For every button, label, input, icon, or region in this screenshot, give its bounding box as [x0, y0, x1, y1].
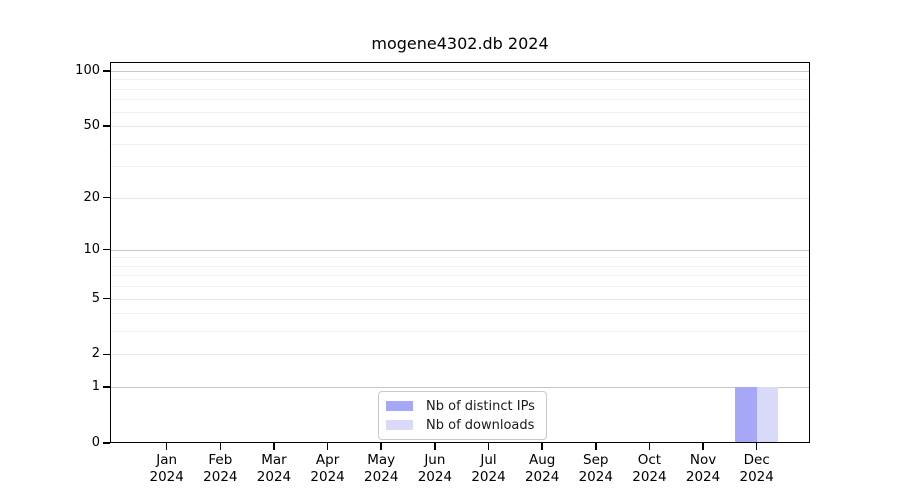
gridline-5 [110, 298, 810, 300]
legend: Nb of distinct IPs Nb of downloads [378, 391, 547, 440]
gridline-100 [110, 71, 810, 72]
y-tick-2 [103, 353, 110, 356]
gridline-30 [110, 166, 810, 168]
y-tick-label-0: 0 [91, 435, 100, 450]
x-tick-oct [648, 443, 651, 450]
x-tick-label-jun: Jun 2024 [417, 452, 453, 485]
x-tick-nov [702, 443, 704, 450]
legend-item-distinct-ips: Nb of distinct IPs [386, 398, 538, 414]
x-tick-label-jul: Jul 2024 [471, 452, 506, 485]
gridline-layer [110, 62, 810, 443]
gridline-20 [110, 197, 810, 199]
gridline-40 [110, 143, 810, 145]
x-tick-label-aug: Aug 2024 [524, 452, 560, 485]
x-tick-sep [595, 443, 597, 450]
gridline-60 [110, 111, 810, 113]
gridline-7 [110, 275, 810, 277]
y-tick-100 [103, 70, 110, 72]
legend-swatch-distinct-ips-icon [386, 401, 413, 411]
chart-title: mogene4302.db 2024 [371, 34, 549, 53]
gridline-6 [110, 286, 810, 288]
gridline-80 [110, 88, 810, 90]
y-tick-5 [103, 297, 110, 300]
y-tick-label-1: 1 [91, 379, 100, 395]
y-tick-20 [103, 196, 110, 199]
y-tick-label-100: 100 [75, 63, 100, 78]
x-tick-label-feb: Feb 2024 [203, 452, 238, 485]
legend-swatch-downloads-icon [386, 420, 413, 430]
gridline-8 [110, 265, 810, 267]
x-tick-may [380, 443, 382, 450]
gridline-10 [110, 249, 810, 251]
x-tick-label-mar: Mar 2024 [256, 452, 292, 485]
y-tick-label-5: 5 [91, 290, 100, 306]
bar-distinct-ips-dec [735, 387, 757, 443]
gridline-1 [110, 387, 810, 389]
x-tick-label-dec: Dec 2024 [739, 452, 774, 485]
y-tick-label-20: 20 [83, 189, 100, 205]
bar-downloads-dec [756, 387, 779, 443]
plot-area: Nb of distinct IPs Nb of downloads [110, 62, 810, 443]
gridline-50 [110, 126, 810, 128]
x-tick-apr [326, 443, 329, 450]
gridline-9 [110, 257, 810, 259]
x-tick-dec [755, 443, 758, 450]
bars-layer [110, 62, 810, 443]
legend-label-distinct-ips: Nb of distinct IPs [426, 398, 535, 414]
x-tick-label-may: May 2024 [364, 452, 399, 485]
gridline-70 [110, 99, 810, 101]
x-tick-label-sep: Sep 2024 [578, 452, 613, 485]
legend-label-downloads: Nb of downloads [426, 417, 535, 433]
x-tick-feb [219, 443, 222, 450]
gridline-4 [110, 313, 810, 315]
legend-item-downloads: Nb of downloads [386, 417, 538, 433]
x-tick-jan [165, 443, 168, 450]
y-tick-10 [103, 248, 110, 251]
y-tick-0 [103, 442, 110, 444]
x-tick-jun [434, 443, 436, 450]
y-tick-label-2: 2 [91, 346, 100, 362]
x-tick-label-apr: Apr 2024 [310, 452, 345, 485]
x-tick-aug [541, 443, 543, 450]
y-tick-50 [103, 125, 110, 127]
x-tick-label-jan: Jan 2024 [149, 452, 184, 485]
y-tick-label-50: 50 [83, 118, 100, 134]
gridline-2 [110, 354, 810, 356]
x-tick-label-nov: Nov 2024 [685, 452, 721, 485]
x-tick-mar [273, 443, 275, 450]
x-tick-label-oct: Oct 2024 [632, 452, 667, 485]
gridline-3 [110, 331, 810, 333]
y-tick-label-10: 10 [83, 241, 100, 257]
gridline-90 [110, 79, 810, 81]
y-tick-1 [103, 386, 110, 388]
x-tick-jul [487, 443, 490, 450]
